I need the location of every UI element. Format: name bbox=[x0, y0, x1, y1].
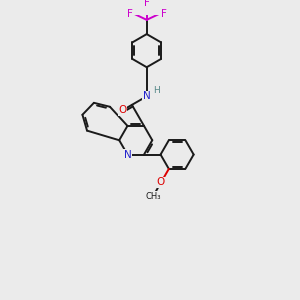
Text: CH₃: CH₃ bbox=[146, 192, 161, 201]
Text: O: O bbox=[118, 105, 127, 116]
Text: N: N bbox=[124, 149, 131, 160]
Text: F: F bbox=[144, 0, 150, 8]
Text: N: N bbox=[143, 91, 151, 101]
Text: H: H bbox=[153, 86, 160, 95]
Text: F: F bbox=[127, 9, 133, 19]
Text: O: O bbox=[157, 178, 165, 188]
Text: F: F bbox=[161, 9, 167, 19]
